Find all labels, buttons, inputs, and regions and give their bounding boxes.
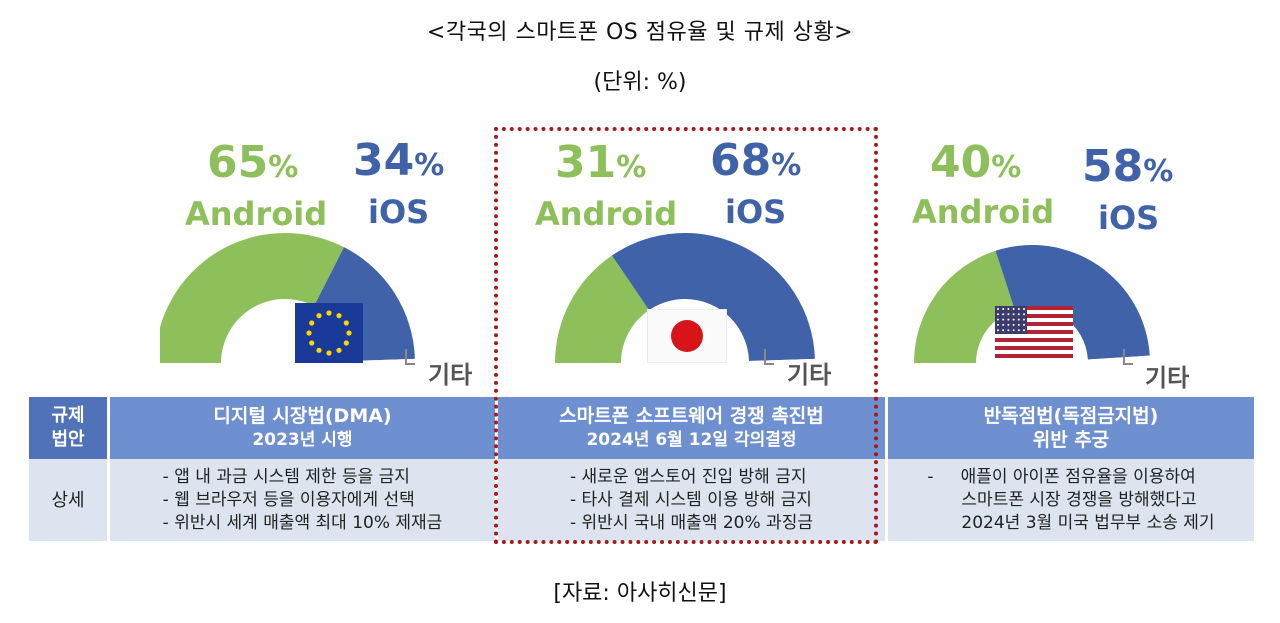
ios-label-us: iOS [1098, 199, 1160, 237]
detail-cell-eu: - 앱 내 과금 시스템 제한 등을 금지 - 웹 브라우저 등을 이용자에게 … [107, 459, 495, 541]
ios-percent-us: 58% [1082, 141, 1174, 192]
other-label-eu: 기타 [428, 361, 473, 389]
table-row: 규제 법안 디지털 시장법(DMA) 2023년 시행 스마트폰 소프트웨어 경쟁 … [29, 397, 1254, 459]
gauge-segment-android [160, 233, 345, 363]
source-label: [자료: 아사히신문] [553, 581, 727, 606]
row-label-law: 규제 법안 [29, 397, 107, 459]
gauge-segment-ios [611, 233, 815, 361]
unit-label: (단위: %) [593, 70, 687, 95]
chart-panel-japan: 31% 68% Android iOS 기타 [515, 113, 855, 403]
gauge-segment-android [914, 250, 1015, 363]
figure-title: <각국의 스마트폰 OS 점유율 및 규제 상황> [426, 20, 854, 45]
gauge-segment-ios [314, 247, 415, 361]
android-label-us: Android [912, 193, 1055, 231]
detail-cell-japan: - 새로운 앱스토어 진입 방해 금지 - 타사 결제 시스템 이용 방해 금지… [495, 459, 885, 541]
ios-label-eu: iOS [368, 193, 430, 231]
gauge-us [914, 245, 1150, 363]
detail-cell-us: - 애플이 아이폰 점유율을 이용하여 스마트폰 시장 경쟁을 방해했다고 20… [885, 459, 1254, 541]
gauge-japan [555, 233, 815, 363]
ios-percent-japan: 68% [710, 135, 802, 186]
android-label-eu: Android [185, 195, 328, 233]
gauge-segment-other [348, 358, 415, 363]
gauge-segment-android [555, 255, 650, 363]
ios-label-japan: iOS [725, 193, 787, 231]
other-label-us: 기타 [1145, 364, 1190, 392]
gauge-eu [160, 233, 415, 363]
ios-percent-eu: 34% [353, 135, 445, 186]
table-row: 상세 - 앱 내 과금 시스템 제한 등을 금지 - 웹 브라우저 등을 이용자… [29, 459, 1254, 541]
other-label-japan: 기타 [787, 361, 832, 389]
gauge-segment-ios [995, 245, 1150, 360]
android-percent-japan: 31% [555, 137, 647, 188]
law-header-eu: 디지털 시장법(DMA) 2023년 시행 [107, 397, 495, 459]
android-percent-eu: 65% [207, 137, 299, 188]
chart-panel-eu: 65% 34% Android iOS 기타 [160, 113, 490, 403]
row-label-detail: 상세 [29, 459, 107, 541]
law-header-japan: 스마트폰 소프트웨어 경쟁 촉진법 2024년 6월 12일 각의결정 [495, 397, 885, 459]
android-label-japan: Android [535, 195, 678, 233]
chart-panel-us: 40% 58% Android iOS 기타 [885, 113, 1215, 403]
android-percent-us: 40% [930, 137, 1022, 188]
gauge-segment-other [1087, 355, 1150, 363]
law-header-us: 반독점법(독점금지법) 위반 추궁 [885, 397, 1254, 459]
regulation-table: 규제 법안 디지털 시장법(DMA) 2023년 시행 스마트폰 소프트웨어 경쟁 … [29, 397, 1254, 541]
